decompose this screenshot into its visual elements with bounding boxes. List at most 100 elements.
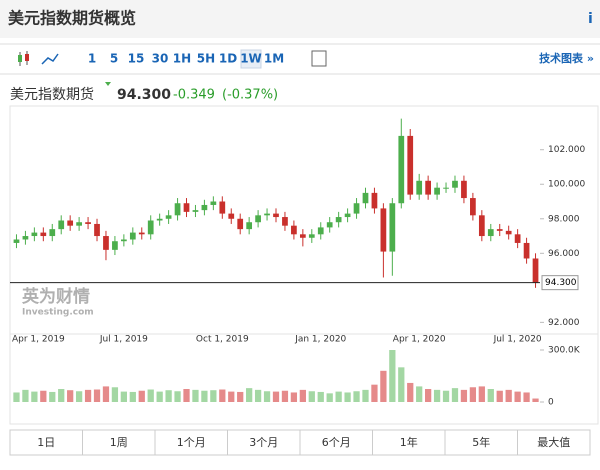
candle-body bbox=[121, 239, 127, 242]
range-button[interactable] bbox=[154, 429, 228, 456]
candle-icon[interactable] bbox=[18, 51, 29, 66]
volume-bar bbox=[362, 389, 369, 402]
interval-button[interactable]: 5 bbox=[110, 52, 118, 66]
candle-body bbox=[496, 229, 503, 231]
candle-body bbox=[22, 236, 29, 240]
volume-bar bbox=[514, 391, 521, 402]
settings-icon[interactable] bbox=[311, 50, 327, 67]
volume-bar bbox=[183, 389, 190, 402]
range-button[interactable] bbox=[299, 429, 373, 456]
volume-bar bbox=[22, 389, 29, 402]
y-tick-label: 100.000 bbox=[548, 180, 585, 190]
y2-tick-label: 300.0K bbox=[548, 346, 581, 356]
candle-body bbox=[505, 230, 512, 235]
candle-body bbox=[335, 217, 342, 223]
interval-button[interactable]: 1 bbox=[88, 52, 96, 66]
interval-button[interactable]: 5H bbox=[197, 52, 215, 66]
candle-body bbox=[282, 217, 288, 226]
volume-bar bbox=[111, 387, 119, 402]
x-tick-label: Jul 1, 2019 bbox=[99, 335, 148, 345]
interval-button[interactable]: 1M bbox=[264, 52, 284, 66]
volume-bar bbox=[407, 382, 414, 402]
interval-button[interactable]: 1W bbox=[240, 52, 262, 66]
quote-name: 美元指数期货 bbox=[10, 86, 94, 103]
interval-button[interactable]: 15 bbox=[128, 52, 145, 66]
volume-bar bbox=[299, 389, 306, 402]
page-title: 美元指数期货概览 bbox=[8, 9, 136, 28]
candle-body bbox=[425, 180, 431, 195]
volume-bar bbox=[308, 391, 315, 402]
candle-body bbox=[129, 232, 136, 240]
interval-button[interactable]: 1D bbox=[219, 52, 237, 66]
range-button[interactable] bbox=[444, 429, 518, 456]
info-icon[interactable]: i bbox=[588, 11, 593, 27]
range-button[interactable] bbox=[372, 429, 446, 456]
range-label[interactable]: 1年 bbox=[400, 435, 418, 449]
range-label[interactable]: 1日 bbox=[37, 436, 55, 449]
volume-bar bbox=[58, 389, 65, 402]
candle-body bbox=[487, 229, 494, 237]
watermark: 英为财情 bbox=[22, 286, 90, 307]
candle-body bbox=[103, 236, 109, 250]
x-tick-label: Jul 1, 2020 bbox=[493, 335, 542, 345]
range-label[interactable]: 5年 bbox=[472, 435, 490, 449]
quote-price: 94.300 bbox=[117, 87, 171, 103]
volume-bar bbox=[344, 392, 351, 402]
volume-bar bbox=[93, 389, 101, 402]
candle-body bbox=[147, 220, 154, 235]
candle-body bbox=[255, 215, 261, 223]
candle-body bbox=[210, 201, 217, 205]
volume-bar bbox=[254, 389, 262, 402]
candle-body bbox=[371, 192, 378, 209]
candle-body bbox=[49, 229, 56, 237]
line-icon[interactable] bbox=[41, 53, 59, 65]
volume-bar bbox=[532, 398, 539, 402]
candle-body bbox=[308, 234, 315, 238]
volume-bar bbox=[371, 384, 378, 402]
volume-bar bbox=[49, 391, 56, 402]
candle-body bbox=[94, 223, 100, 237]
volume-bar bbox=[192, 389, 199, 402]
tech-chart-link[interactable]: 技术图表 » bbox=[539, 51, 594, 65]
range-label[interactable]: 6个月 bbox=[322, 436, 351, 449]
volume-bar bbox=[353, 391, 360, 402]
candle-body bbox=[67, 220, 74, 226]
candle-body bbox=[389, 203, 396, 252]
y-tick-label: 92.000 bbox=[548, 318, 580, 328]
range-label[interactable]: 3个月 bbox=[249, 436, 278, 449]
candle-body bbox=[380, 208, 387, 252]
volume-bar bbox=[433, 389, 441, 402]
range-button[interactable] bbox=[227, 429, 301, 456]
volume-bar bbox=[67, 390, 74, 402]
candle-body bbox=[299, 234, 306, 238]
arrow-icon bbox=[105, 82, 111, 86]
range-button[interactable] bbox=[517, 429, 591, 456]
candle-body bbox=[407, 135, 414, 195]
volume-bar bbox=[380, 370, 387, 402]
volume-bar bbox=[281, 390, 289, 402]
candle-body bbox=[362, 192, 369, 204]
interval-button[interactable]: 1H bbox=[173, 52, 191, 66]
interval-button[interactable]: 30 bbox=[152, 52, 169, 66]
volume-bar bbox=[272, 391, 280, 402]
y-tick-label: 102.000 bbox=[548, 145, 585, 155]
volume-bar bbox=[40, 390, 47, 402]
volume-bar bbox=[290, 392, 298, 402]
range-label[interactable]: 1周 bbox=[110, 436, 128, 449]
candle-body bbox=[398, 135, 405, 204]
range-button[interactable] bbox=[9, 429, 83, 456]
candle-body bbox=[228, 213, 235, 219]
candle-body bbox=[246, 222, 253, 230]
candle-body bbox=[76, 222, 82, 226]
quote-change: -0.349 bbox=[173, 88, 215, 103]
range-label[interactable]: 最大值 bbox=[537, 435, 570, 449]
volume-bar bbox=[120, 391, 127, 402]
volume-bar bbox=[237, 391, 244, 402]
candle-body bbox=[85, 222, 91, 224]
volume-bar bbox=[174, 391, 181, 402]
volume-bar bbox=[425, 389, 432, 402]
x-tick-label: Apr 1, 2020 bbox=[393, 335, 446, 345]
last-price-label: 94.300 bbox=[545, 278, 577, 288]
range-label[interactable]: 1个月 bbox=[177, 436, 206, 449]
